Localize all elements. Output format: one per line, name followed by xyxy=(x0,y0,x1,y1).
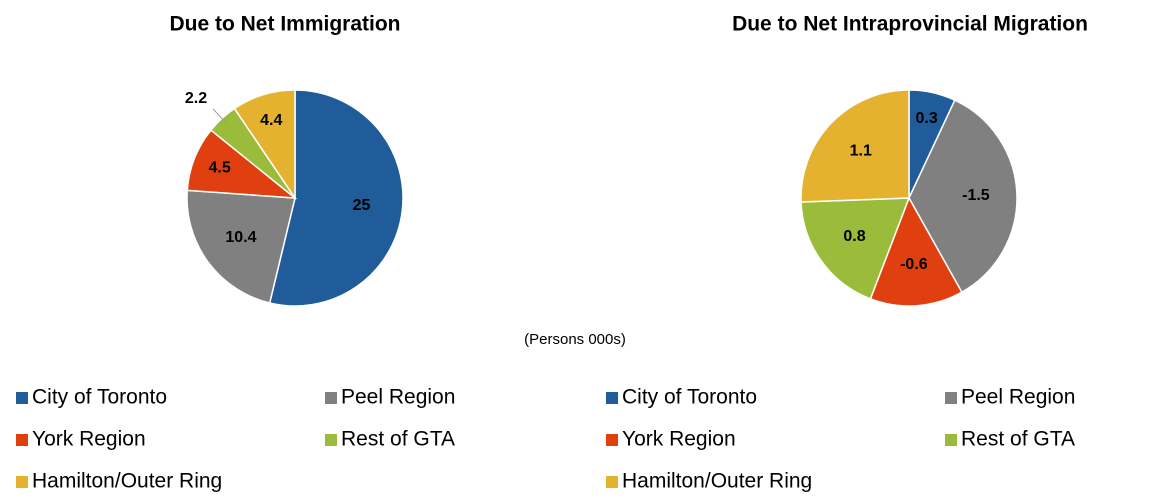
legend-swatch xyxy=(606,392,618,404)
legend-swatch xyxy=(606,434,618,446)
legend-swatch xyxy=(945,434,957,446)
pie-slice xyxy=(800,197,911,300)
legend-label: City of Toronto xyxy=(622,386,757,409)
data-label: 4.4 xyxy=(260,112,282,129)
legend-swatch xyxy=(16,434,28,446)
data-label: 1.1 xyxy=(850,143,872,160)
legend-label: Rest of GTA xyxy=(961,428,1075,451)
note: (Persons 000s) xyxy=(524,331,626,348)
pie-slice xyxy=(908,99,1018,294)
legend-label: Peel Region xyxy=(341,386,455,409)
chart-title: Due to Net Intraprovincial Migration xyxy=(732,13,1088,36)
legend-swatch xyxy=(945,392,957,404)
pie-slice xyxy=(186,189,296,304)
legend-swatch xyxy=(606,476,618,488)
data-label: -1.5 xyxy=(962,187,990,204)
legend-label: Rest of GTA xyxy=(341,428,455,451)
leader-line xyxy=(212,108,226,123)
pie-slice xyxy=(869,196,963,307)
data-label: -0.6 xyxy=(900,256,928,273)
legend-label: Peel Region xyxy=(961,386,1075,409)
pie-slice xyxy=(268,89,404,307)
legend-swatch xyxy=(325,434,337,446)
legend-swatch xyxy=(325,392,337,404)
legend-swatch xyxy=(16,392,28,404)
legend-label: City of Toronto xyxy=(32,386,167,409)
data-label: 0.3 xyxy=(915,110,937,127)
data-label: 25 xyxy=(353,197,371,214)
pie-slice xyxy=(800,89,910,203)
data-label: 10.4 xyxy=(225,229,256,246)
legend-label: Hamilton/Outer Ring xyxy=(622,470,812,493)
data-label: 0.8 xyxy=(843,228,865,245)
legend-label: York Region xyxy=(622,428,736,451)
data-label: 4.5 xyxy=(209,160,231,177)
data-label: 2.2 xyxy=(185,90,207,107)
pie-slice xyxy=(233,89,296,201)
legend-swatch xyxy=(16,476,28,488)
chart-title: Due to Net Immigration xyxy=(169,13,400,36)
legend-label: Hamilton/Outer Ring xyxy=(32,470,222,493)
legend-label: York Region xyxy=(32,428,146,451)
